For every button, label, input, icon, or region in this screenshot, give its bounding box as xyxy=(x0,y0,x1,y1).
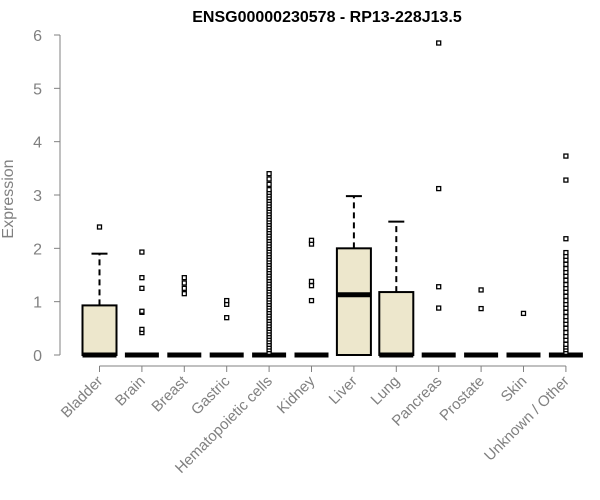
boxes-group xyxy=(81,40,583,358)
outlier-point xyxy=(563,261,569,267)
box-9 xyxy=(464,287,499,358)
outlier-point xyxy=(181,291,187,297)
x-tick-label: Lung xyxy=(368,373,404,409)
outlier-point xyxy=(436,284,442,290)
y-tick-label: 2 xyxy=(33,241,42,258)
y-tick-label: 0 xyxy=(33,348,42,365)
outlier-point xyxy=(478,305,484,312)
chart-title: ENSG00000230578 - RP13-228J13.5 xyxy=(192,9,462,26)
outlier-point xyxy=(563,293,569,299)
box-6 xyxy=(335,195,372,356)
x-tick-label: Liver xyxy=(326,373,361,408)
box-11 xyxy=(548,153,583,358)
outlier-point xyxy=(308,297,315,304)
outlier-point xyxy=(139,275,145,281)
y-tick-label: 4 xyxy=(33,135,42,152)
outlier-point xyxy=(563,325,569,331)
outlier-point xyxy=(181,285,187,291)
outlier-point xyxy=(563,329,569,336)
x-tick-label: Brain xyxy=(112,373,149,410)
box-2 xyxy=(167,275,202,358)
box-body xyxy=(378,291,415,357)
y-tick-label: 1 xyxy=(33,295,42,312)
outlier-point xyxy=(266,176,272,182)
box-0 xyxy=(81,224,118,358)
box-4 xyxy=(252,171,287,358)
box-1 xyxy=(124,249,159,358)
outlier-point xyxy=(563,313,569,320)
outlier-point xyxy=(563,177,569,183)
outlier-point xyxy=(96,224,103,230)
y-tick-label: 3 xyxy=(33,188,42,205)
box-body xyxy=(335,247,372,356)
outlier-point xyxy=(224,315,230,321)
outlier-point xyxy=(436,305,442,311)
outlier-point xyxy=(181,280,187,286)
box-8 xyxy=(421,40,456,358)
outlier-point xyxy=(478,287,484,293)
outlier-point xyxy=(563,265,569,272)
outlier-point xyxy=(563,309,569,315)
outlier-point xyxy=(308,278,315,285)
x-tick-label: Skin xyxy=(498,373,531,406)
outlier-point xyxy=(563,297,569,304)
outlier-point xyxy=(139,285,145,291)
outlier-point xyxy=(308,283,315,289)
outlier-point xyxy=(139,326,145,333)
outlier-point xyxy=(266,171,272,177)
outlier-point xyxy=(436,185,442,192)
outlier-point xyxy=(224,297,230,304)
outlier-point xyxy=(266,181,272,187)
y-tick-label: 5 xyxy=(33,81,42,98)
outlier-point xyxy=(308,237,315,243)
outlier-point xyxy=(563,153,569,159)
x-tick-label: Bladder xyxy=(58,373,107,422)
outlier-point xyxy=(139,308,145,314)
box-3 xyxy=(209,297,244,358)
box-10 xyxy=(506,310,541,358)
x-tick-label: Breast xyxy=(148,372,191,415)
x-tick-label: Prostate xyxy=(436,373,488,425)
outlier-point xyxy=(266,187,272,193)
outlier-point xyxy=(563,341,569,347)
y-axis-label: Expression xyxy=(0,159,17,238)
y-axis: 0 1 2 3 4 5 6 xyxy=(33,28,61,365)
box-body xyxy=(81,304,118,356)
y-tick-label: 6 xyxy=(33,28,42,45)
box-7 xyxy=(378,220,415,358)
outlier-point xyxy=(563,249,569,256)
outlier-point xyxy=(563,236,569,242)
outlier-point xyxy=(563,277,569,283)
x-tick-label: Kidney xyxy=(274,372,319,417)
outlier-point xyxy=(139,249,145,255)
outlier-point xyxy=(520,310,527,317)
outlier-point xyxy=(181,275,187,281)
outlier-point xyxy=(563,281,569,288)
outlier-point xyxy=(436,40,442,46)
box-5 xyxy=(294,237,329,358)
